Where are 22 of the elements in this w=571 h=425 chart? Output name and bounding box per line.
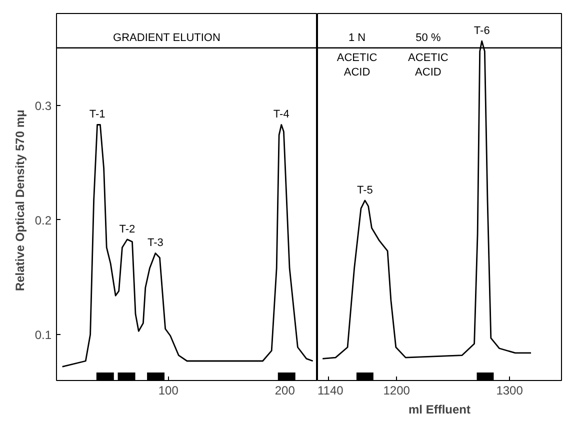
line-series: [62, 124, 314, 368]
annotation: T-5: [357, 184, 373, 196]
annotation: ACETIC ACID: [408, 52, 448, 78]
y-axis-title: Relative Optical Density 570 mμ: [12, 110, 27, 292]
x-tick-label: 1140: [318, 384, 344, 398]
annotation: T-3: [147, 237, 164, 250]
annotation: T-2: [119, 223, 136, 236]
x-tick-label: 1300: [496, 384, 524, 398]
x-axis-title: ml Effluent: [408, 402, 471, 416]
annotation: T-4: [273, 108, 290, 121]
annotation: ACETIC ACID: [336, 52, 378, 78]
annotation: GRADIENT ELUTION: [113, 32, 220, 44]
y-tick-label: 0.3: [34, 98, 52, 113]
annotation: 50 %: [416, 32, 441, 44]
annotation: T-6: [474, 25, 490, 38]
y-tick-label: 0.1: [34, 328, 52, 342]
x-tick-label: 1200: [383, 384, 410, 398]
y-tick-label: 0.2: [34, 213, 52, 228]
x-tick-label: 100: [158, 384, 179, 398]
annotation: T-1: [89, 108, 106, 121]
annotation: 1 N: [348, 32, 366, 44]
x-tick-label: 200: [274, 384, 296, 398]
